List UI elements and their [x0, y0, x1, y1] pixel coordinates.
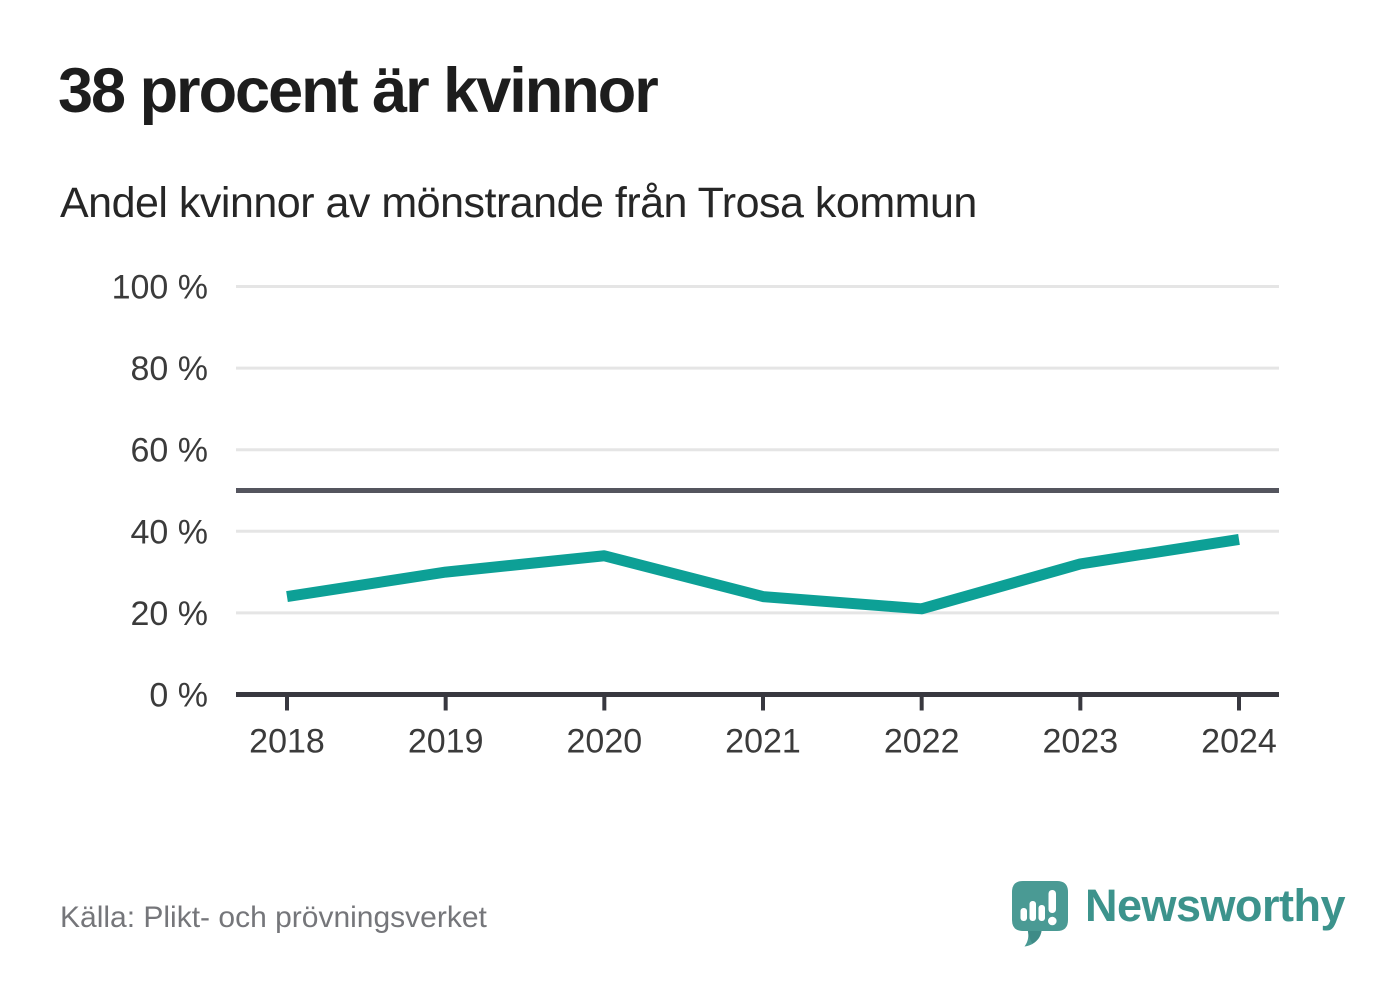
brand-wordmark: Newsworthy	[1085, 880, 1346, 931]
y-axis-label: 60 %	[131, 432, 209, 470]
x-axis-label: 2024	[1201, 723, 1277, 761]
newsworthy-logo: Newsworthy	[1012, 880, 1346, 951]
chart-subtitle: Andel kvinnor av mönstrande från Trosa k…	[60, 179, 977, 227]
y-axis-label: 20 %	[131, 595, 209, 633]
x-axis-label: 2019	[408, 723, 484, 761]
line-chart: 0 % 20 % 40 % 60 % 80 % 100 % 2018 2019 2020 2021…	[112, 269, 1279, 761]
y-axis-label: 40 %	[131, 513, 209, 551]
speech-bubble-bar-chart-icon	[1012, 881, 1068, 947]
x-axis-label: 2018	[249, 723, 325, 761]
data-line	[286, 534, 1240, 615]
chart-title: 38 procent är kvinnor	[58, 56, 659, 126]
y-axis-label: 80 %	[131, 350, 209, 388]
x-axis-label: 2023	[1043, 723, 1119, 761]
y-axis-label: 0 %	[149, 677, 208, 715]
y-axis-label: 100 %	[112, 269, 208, 307]
x-axis-label: 2022	[884, 723, 960, 761]
x-axis-label: 2020	[567, 723, 643, 761]
source-note: Källa: Plikt- och prövningsverket	[60, 901, 487, 934]
x-axis-label: 2021	[725, 723, 801, 761]
